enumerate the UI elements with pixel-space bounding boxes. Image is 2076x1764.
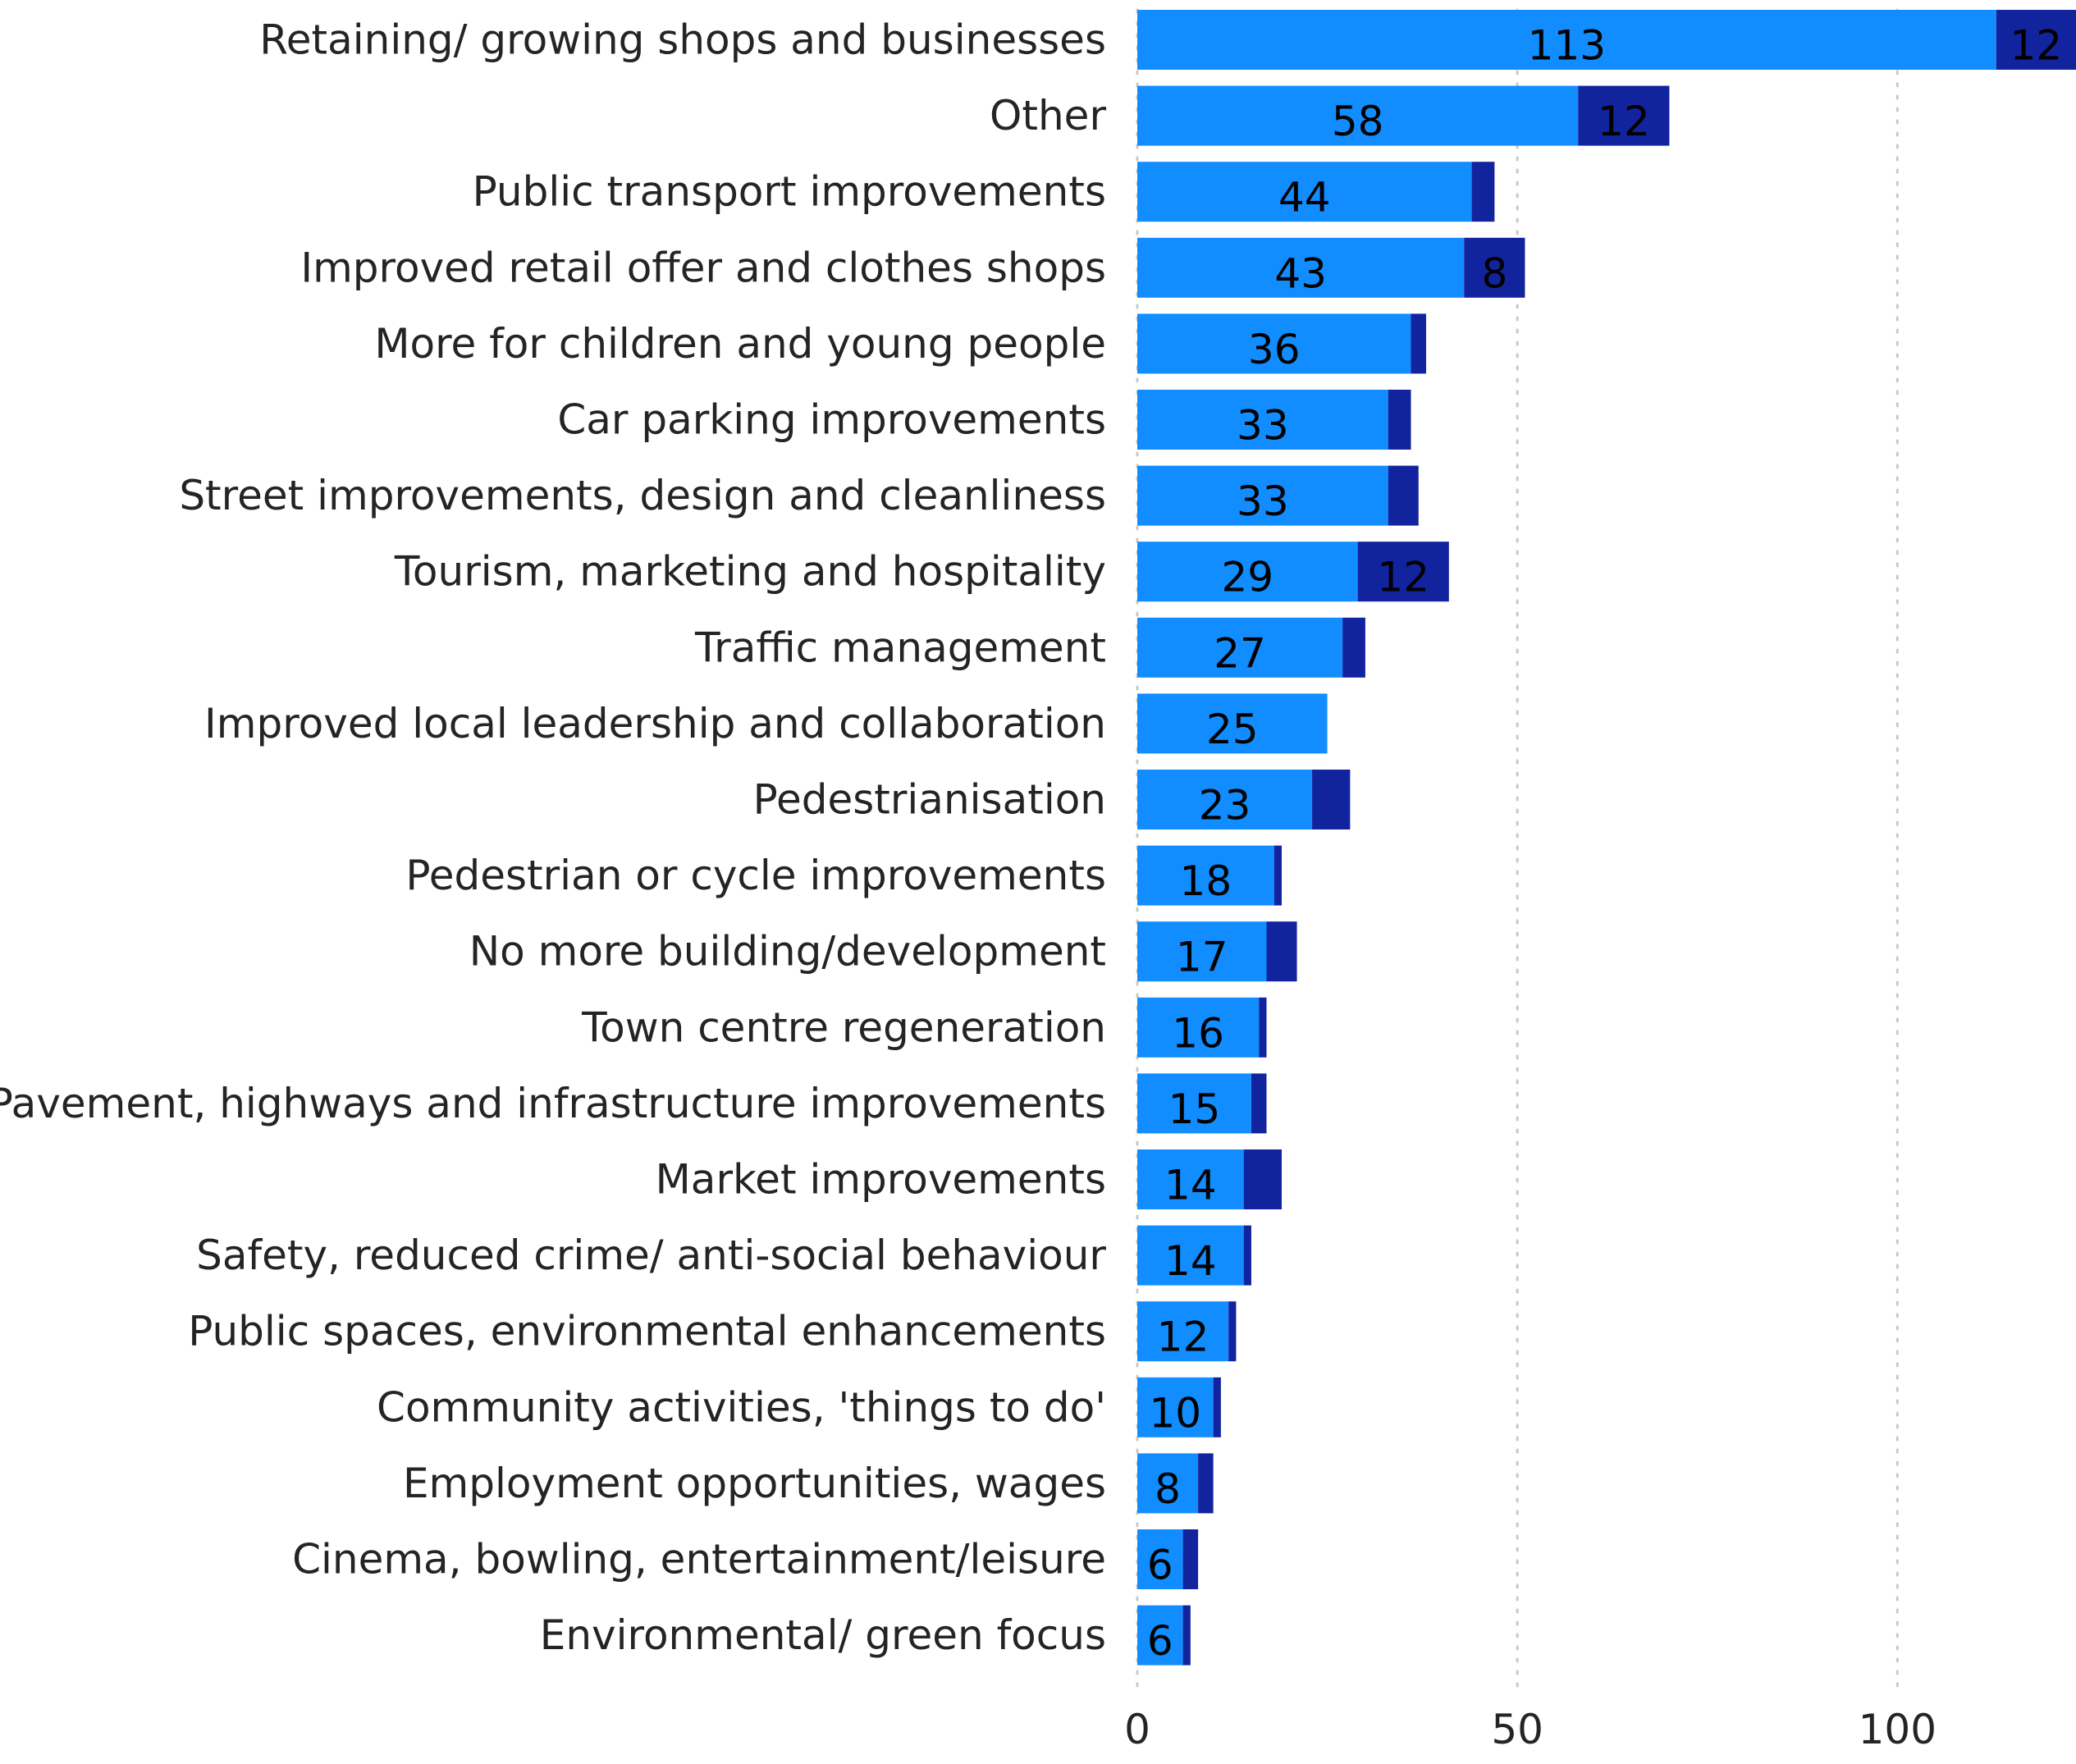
bar-segment — [1411, 313, 1426, 374]
bar-segment — [1266, 921, 1297, 982]
bar-segment — [1357, 542, 1449, 602]
bar-segment — [1137, 1605, 1183, 1666]
x-tick-label: 50 — [1491, 1706, 1543, 1753]
data-label: 33 — [1237, 402, 1289, 450]
bar-segment — [1312, 770, 1351, 829]
bar-segment — [1137, 1149, 1244, 1209]
category-label: Public spaces, environmental enhancement… — [188, 1308, 1106, 1355]
data-label: 6 — [1147, 1542, 1173, 1589]
bar-segment — [1137, 237, 1465, 298]
bar-segment — [1137, 465, 1388, 526]
category-label: Street improvements, design and cleanlin… — [179, 472, 1106, 519]
category-label: More for children and young people — [374, 320, 1106, 368]
data-label: 14 — [1164, 1237, 1217, 1285]
bar-segment — [1137, 1301, 1229, 1362]
data-label: 10 — [1150, 1389, 1202, 1437]
bar-series — [1137, 10, 2076, 1666]
bar-segment — [1243, 1225, 1251, 1286]
x-tick-label: 0 — [1124, 1706, 1150, 1753]
data-label: 14 — [1164, 1162, 1217, 1209]
bar-segment — [1137, 1453, 1199, 1514]
bar-segment — [1137, 1377, 1214, 1437]
bar-segment — [1259, 997, 1267, 1058]
category-label: Car parking improvements — [557, 396, 1106, 444]
data-label: 18 — [1180, 857, 1232, 905]
data-label: 33 — [1237, 478, 1289, 525]
data-label: 44 — [1278, 174, 1331, 222]
category-label: Pedestrianisation — [753, 776, 1106, 824]
bar-segment — [1137, 390, 1388, 450]
category-label: Market improvements — [656, 1156, 1106, 1204]
data-label: 12 — [1157, 1314, 1209, 1361]
bar-segment — [1471, 162, 1495, 222]
data-label: 27 — [1214, 629, 1266, 677]
bar-segment — [1137, 1073, 1251, 1134]
data-label: 6 — [1147, 1617, 1173, 1665]
category-axis-labels: Retaining/ growing shops and businesses O… — [0, 16, 1106, 1660]
category-label: Traffic management — [694, 624, 1106, 671]
data-label: 15 — [1168, 1085, 1221, 1133]
bar-segment — [1464, 237, 1525, 298]
bar-segment — [1137, 997, 1260, 1058]
category-label: Retaining/ growing shops and businesses — [259, 16, 1106, 64]
bar-segment — [1228, 1301, 1237, 1362]
category-label: Town centre regeneration — [581, 1003, 1106, 1051]
bar-segment — [1342, 617, 1365, 678]
bar-segment — [1137, 693, 1328, 754]
data-label: 17 — [1176, 934, 1228, 981]
category-label: Other — [990, 92, 1106, 139]
category-label: Improved local leadership and collaborat… — [204, 700, 1106, 747]
data-label: 113 — [1528, 22, 1606, 70]
category-label: Employment opportunities, wages — [403, 1460, 1106, 1507]
bar-segment — [1137, 845, 1274, 906]
x-tick-label: 100 — [1859, 1706, 1937, 1753]
category-label: Tourism, marketing and hospitality — [394, 548, 1106, 596]
category-label: Safety, reduced crime/ anti-social behav… — [196, 1232, 1106, 1279]
bar-segment — [1213, 1377, 1221, 1437]
category-label: Community activities, 'things to do' — [377, 1383, 1106, 1431]
data-label: 43 — [1274, 249, 1327, 297]
bar-segment — [1243, 1149, 1282, 1209]
data-label: 12 — [1377, 554, 1429, 601]
bar-segment — [1137, 1529, 1183, 1589]
category-label: No more building/development — [469, 928, 1106, 976]
data-label: 16 — [1172, 1009, 1224, 1057]
data-label: 29 — [1222, 554, 1274, 601]
bar-segment — [1182, 1529, 1199, 1589]
bar-segment — [1273, 845, 1282, 906]
data-label: 12 — [2010, 22, 2063, 70]
data-label: 23 — [1199, 782, 1251, 829]
category-label: Public transport improvements — [473, 168, 1106, 216]
bar-segment — [1137, 1225, 1244, 1286]
bar-segment — [1388, 390, 1411, 450]
bar-segment — [1137, 770, 1313, 829]
bar-segment — [1198, 1453, 1214, 1514]
bar-segment — [1578, 85, 1670, 146]
bar-segment — [1137, 617, 1343, 678]
data-label: 36 — [1248, 326, 1301, 373]
data-label: 8 — [1155, 1465, 1181, 1513]
category-label: Cinema, bowling, entertainment/leisure — [292, 1536, 1106, 1583]
data-label: 25 — [1206, 706, 1259, 753]
bar-segment — [1137, 542, 1358, 602]
bar-segment — [1388, 465, 1419, 526]
bar-segment — [1137, 85, 1579, 146]
bar-segment — [1251, 1073, 1267, 1134]
bar-segment — [1996, 10, 2076, 70]
data-label: 8 — [1481, 249, 1507, 297]
bar-segment — [1137, 162, 1472, 222]
category-label: Pedestrian or cycle improvements — [405, 852, 1106, 899]
category-label: Pavement, highways and infrastructure im… — [0, 1080, 1106, 1127]
category-label: Environmental/ green focus — [540, 1611, 1106, 1659]
x-axis-tick-labels: 0 50 100 — [1124, 1706, 1937, 1753]
category-label: Improved retail offer and clothes shops — [300, 244, 1106, 291]
data-labels: 113 12 58 12 44 43 8 36 33 33 29 12 27 25 23 18 17 16 15 14… — [1147, 22, 2062, 1666]
bar-segment — [1137, 921, 1267, 982]
bar-segment — [1137, 313, 1411, 374]
data-label: 58 — [1332, 98, 1384, 145]
bar-segment — [1137, 10, 1996, 70]
bar-segment — [1182, 1605, 1191, 1666]
data-label: 12 — [1598, 98, 1650, 145]
